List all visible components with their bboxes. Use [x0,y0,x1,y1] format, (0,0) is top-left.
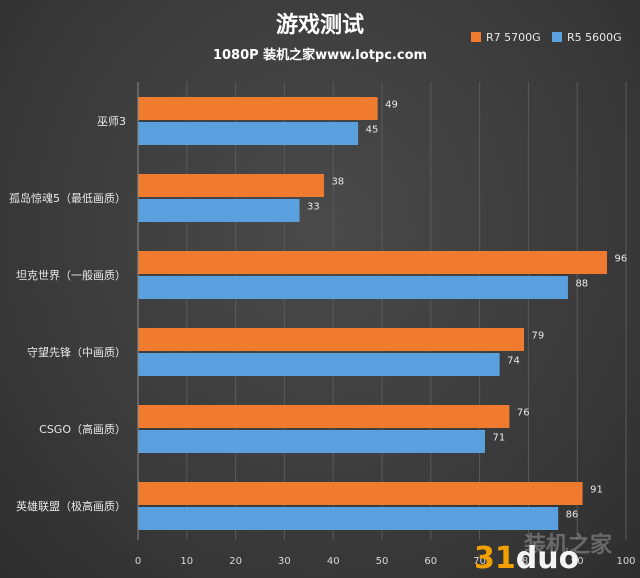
data-label: 88 [575,279,588,290]
bar-r7-5700g [138,251,607,274]
bars: 49 45 38 33 96 88 79 74 76 71 91 86 [138,97,627,530]
bar-r5-5600g [138,199,300,222]
data-label: 49 [385,100,398,111]
bar-r7-5700g [138,328,525,351]
data-label: 96 [614,254,627,265]
svg-text:31duo: 31duo [474,541,579,576]
data-label: 38 [331,177,344,188]
data-label: 45 [366,125,379,136]
x-tick-label: 80 [522,556,535,567]
bar-r7-5700g [138,482,583,505]
bar-r5-5600g [138,122,359,145]
category-label: 孤岛惊魂5（最低画质） [9,191,126,205]
chart-subtitle: 1080P 装机之家www.lotpc.com [213,47,427,63]
bar-r7-5700g [138,97,378,120]
watermark: 装机之家 31duo [474,532,613,576]
axis: 0 10 20 30 40 50 60 70 80 90 100 巫师3 孤岛惊魂5（最低画质） 坦克世界… [9,82,636,567]
x-tick-label: 50 [376,556,389,567]
bar-r7-5700g [138,405,510,428]
grid-lines [186,82,627,540]
x-tick-label: 60 [424,556,437,567]
x-tick-label: 40 [327,556,340,567]
category-label: 英雄联盟（极高画质） [16,499,126,513]
x-tick-label: 0 [135,556,141,567]
category-label: CSGO（高画质） [39,422,126,436]
data-label: 76 [517,408,530,419]
bar-r5-5600g [138,353,500,376]
x-tick-label: 20 [229,556,242,567]
data-label: 79 [532,331,545,342]
data-label: 91 [590,485,603,496]
x-tick-label: 70 [473,556,486,567]
bar-r7-5700g [138,174,324,197]
category-label: 守望先锋（中画质） [27,345,126,359]
bar-r5-5600g [138,430,485,453]
watermark-number: 31 [474,541,516,576]
data-label: 86 [566,510,579,521]
bar-r5-5600g [138,276,568,299]
legend-swatch-r5 [552,32,562,42]
legend: R7 5700G R5 5600G [471,31,622,44]
watermark-faint: 装机之家 [524,532,613,558]
watermark-text: duo [516,541,579,576]
x-tick-label: 100 [616,556,635,567]
data-label: 71 [492,433,505,444]
category-label: 坦克世界（一般画质） [16,268,126,282]
bar-r5-5600g [138,507,559,530]
x-tick-label: 30 [278,556,291,567]
x-tick-label: 90 [571,556,584,567]
category-label: 巫师3 [97,115,126,128]
data-label: 33 [307,202,320,213]
legend-label-r7: R7 5700G [486,31,541,44]
legend-swatch-r7 [471,32,481,42]
data-label: 74 [507,356,520,367]
legend-label-r5: R5 5600G [567,31,622,44]
x-tick-label: 10 [180,556,193,567]
chart-title: 游戏测试 [276,12,364,38]
